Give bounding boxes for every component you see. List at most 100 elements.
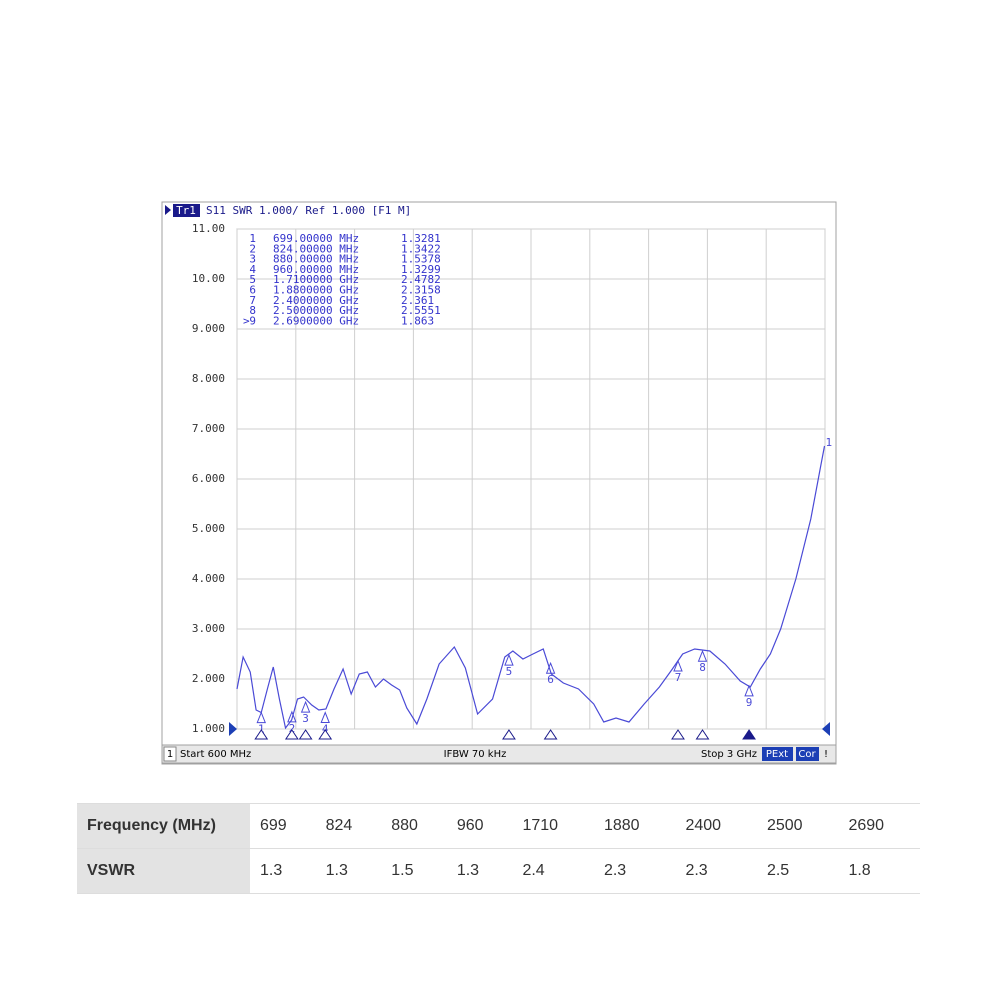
chart-title: S11 SWR 1.000/ Ref 1.000 [F1 M] <box>206 204 411 217</box>
readout-id: 5 <box>249 273 256 286</box>
table-cell: 960 <box>446 803 513 849</box>
stimulus-triangle <box>742 729 756 740</box>
cor-label: Cor <box>798 749 816 760</box>
y-tick-label: 11.00 <box>192 222 225 235</box>
y-tick-label: 8.000 <box>192 372 225 385</box>
ref-pointer-right <box>822 722 830 736</box>
pext-box <box>762 747 793 761</box>
marker-number: 3 <box>302 712 309 725</box>
readout-id: 2 <box>249 242 256 255</box>
stop-label: Stop 3 GHz <box>701 749 757 760</box>
stimulus-triangle <box>298 729 313 740</box>
readout-id: 4 <box>249 263 256 276</box>
marker-number: 1 <box>258 723 265 736</box>
marker-number: 6 <box>547 673 554 686</box>
spec-table: Frequency (MHz) 699 824 880 960 1710 1880 2400 2… <box>77 803 920 894</box>
readout-stimulus: 1.8800000 GHz <box>273 284 359 297</box>
channel-number: 1 <box>167 749 173 760</box>
status-bar <box>161 744 837 764</box>
table-cell: 2500 <box>756 803 839 849</box>
y-tick-label: 9.000 <box>192 322 225 335</box>
trace-tag: Tr1 <box>176 204 196 217</box>
stimulus-triangle <box>502 729 516 740</box>
table-cell: 2.5 <box>756 848 839 894</box>
analyzer-screen: Tr1 S11 SWR 1.000/ Ref 1.000 [F1 M] 1 St… <box>161 201 837 765</box>
readout-response: 1.3281 <box>401 232 441 245</box>
table-cell: 2.3 <box>593 848 676 894</box>
marker-triangle <box>300 700 311 713</box>
y-tick-label: 5.000 <box>192 522 225 535</box>
readout-id: 6 <box>249 284 256 297</box>
table-cell: 2.3 <box>675 848 757 894</box>
readout-id: 1 <box>249 232 256 245</box>
table-row: VSWR 1.3 1.3 1.5 1.3 2.4 2.3 2.3 2.5 1.8 <box>77 848 920 894</box>
readout-stimulus: 2.4000000 GHz <box>273 294 359 307</box>
table-cell: 2.4 <box>512 848 594 894</box>
readout-id: 8 <box>249 304 256 317</box>
readout-response: 2.361 <box>401 294 434 307</box>
readout-stimulus: 1.7100000 GHz <box>273 273 359 286</box>
stimulus-triangle <box>695 729 710 740</box>
readout-response: 1.5378 <box>401 253 441 266</box>
readout-response: 2.3158 <box>401 284 441 297</box>
stimulus-triangle <box>671 729 685 740</box>
readout-stimulus: 2.6900000 GHz <box>273 314 359 327</box>
marker-number: 2 <box>289 722 296 735</box>
stimulus-triangle <box>254 729 269 740</box>
header-pointer <box>165 205 171 215</box>
stimulus-triangle <box>284 729 299 740</box>
readout-stimulus: 960.00000 MHz <box>273 263 359 276</box>
start-label: Start 600 MHz <box>180 749 251 760</box>
marker-triangle <box>673 659 683 672</box>
table-cell: 824 <box>315 803 382 849</box>
active-marker-symbol: > <box>243 314 250 327</box>
warning-label: ! <box>824 749 828 760</box>
stimulus-triangle <box>318 729 333 740</box>
readout-id: 3 <box>249 253 256 266</box>
marker-number: 5 <box>506 665 513 678</box>
table-cell: 1.5 <box>381 848 447 894</box>
row-header: Frequency (MHz) <box>77 803 250 849</box>
trace-end-label: 1 <box>826 436 833 449</box>
marker-triangle <box>744 684 754 697</box>
readout-id: 7 <box>249 294 256 307</box>
marker-triangle <box>504 653 514 666</box>
trace-tag-bg <box>173 204 200 217</box>
readout-stimulus: 2.5000000 GHz <box>273 304 359 317</box>
table-cell: 1.3 <box>315 848 382 894</box>
stimulus-triangle <box>543 729 558 740</box>
y-tick-label: 3.000 <box>192 622 225 635</box>
readout-id: 9 <box>249 314 256 327</box>
table-cell: 1.8 <box>838 848 920 894</box>
table-cell: 1.3 <box>446 848 513 894</box>
row-header: VSWR <box>77 848 250 894</box>
pext-label: PExt <box>766 749 788 760</box>
channel-box <box>163 746 177 762</box>
readout-response: 1.863 <box>401 314 434 327</box>
readout-stimulus: 824.00000 MHz <box>273 242 359 255</box>
marker-triangle <box>545 661 556 674</box>
readout-response: 2.4782 <box>401 273 441 286</box>
table-cell: 1880 <box>593 803 676 849</box>
y-tick-label: 4.000 <box>192 572 225 585</box>
table-cell: 1710 <box>512 803 594 849</box>
marker-number: 8 <box>699 661 706 674</box>
ref-pointer-left <box>229 722 237 736</box>
readout-response: 1.3422 <box>401 242 441 255</box>
marker-number: 9 <box>746 696 753 709</box>
table-cell: 880 <box>381 803 447 849</box>
marker-triangle <box>287 710 297 723</box>
y-tick-label: 6.000 <box>192 472 225 485</box>
y-tick-label: 1.000 <box>192 722 225 735</box>
trace <box>236 445 826 730</box>
table-cell: 2400 <box>675 803 757 849</box>
y-tick-label: 10.00 <box>192 272 225 285</box>
cor-box <box>796 747 819 761</box>
y-tick-label: 2.000 <box>192 672 225 685</box>
readout-stimulus: 880.00000 MHz <box>273 253 359 266</box>
table-cell: 699 <box>250 803 316 849</box>
readout-response: 1.3299 <box>401 263 441 276</box>
marker-triangle <box>320 711 330 724</box>
marker-triangle <box>256 711 266 724</box>
